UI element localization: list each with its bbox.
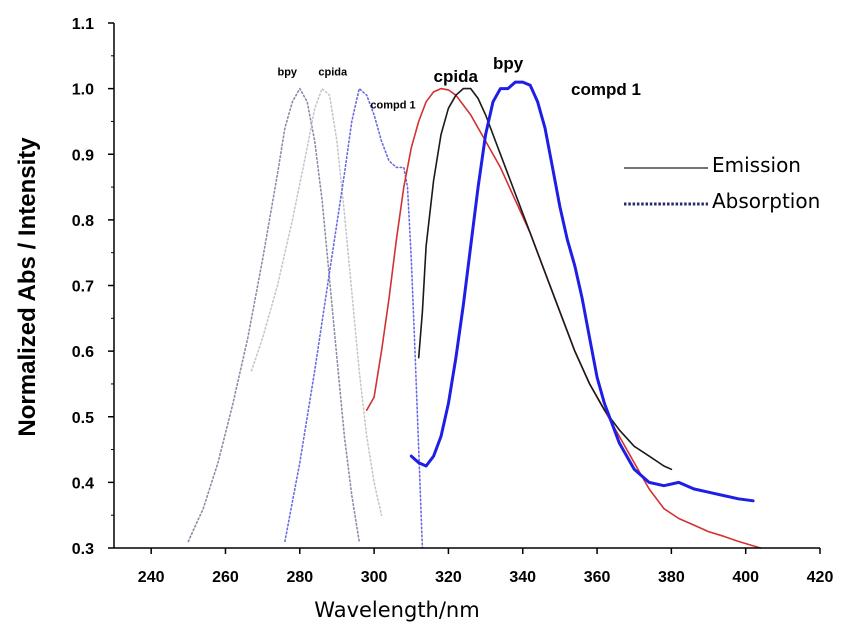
absorption-series-1 [250, 87, 383, 517]
emission-series-3 [365, 87, 762, 549]
emission-series-4 [417, 87, 673, 471]
annotation-bpy-0: bpy [277, 67, 297, 79]
y-tick-label-1.0: 1.0 [72, 82, 94, 99]
emission-series-5 [409, 80, 755, 503]
x-tick-label-380: 380 [658, 569, 685, 586]
annotation-cpida-3: cpida [434, 67, 479, 86]
y-tick-label-0.4: 0.4 [72, 475, 94, 492]
y-tick-label-0.3: 0.3 [72, 541, 94, 558]
legend-label-emission: Emission [712, 153, 801, 177]
legend-label-absorption: Absorption [712, 189, 820, 213]
x-tick-label-420: 420 [807, 569, 834, 586]
y-axis-title: Normalized Abs / Intensity [14, 137, 41, 437]
absorption-series-0 [187, 87, 361, 543]
y-tick-label-0.6: 0.6 [72, 344, 94, 361]
x-tick-label-400: 400 [732, 569, 759, 586]
annotations: bpy cpida compd 1 cpida bpy compd 1 [277, 54, 640, 111]
y-tick-label-0.9: 0.9 [72, 147, 94, 164]
annotation-cpida-1: cpida [318, 67, 348, 79]
annotation-compd-1-2: compd 1 [370, 99, 415, 111]
y-tick-label-0.5: 0.5 [72, 410, 94, 427]
x-tick-label-260: 260 [212, 569, 239, 586]
ticks [108, 22, 821, 554]
y-tick-label-0.7: 0.7 [72, 279, 94, 296]
x-tick-label-240: 240 [138, 569, 165, 586]
tick-labels: 240 260 280 300 320 340 360 380 400 420 0.3 0.4 0.5 0… [72, 16, 834, 586]
annotation-bpy-4: bpy [493, 54, 524, 73]
legend: Emission Absorption [624, 153, 820, 213]
x-tick-label-280: 280 [286, 569, 313, 586]
x-tick-label-340: 340 [509, 569, 536, 586]
absorption-series-2 [284, 87, 424, 549]
x-axis-title: Wavelength/nm [314, 598, 479, 622]
x-tick-label-360: 360 [584, 569, 611, 586]
y-tick-label-1.1: 1.1 [72, 16, 94, 33]
y-tick-label-0.8: 0.8 [72, 213, 94, 230]
x-tick-label-300: 300 [361, 569, 388, 586]
annotation-compd-1-5: compd 1 [571, 80, 641, 99]
x-tick-label-320: 320 [435, 569, 462, 586]
series-layer [187, 80, 762, 549]
